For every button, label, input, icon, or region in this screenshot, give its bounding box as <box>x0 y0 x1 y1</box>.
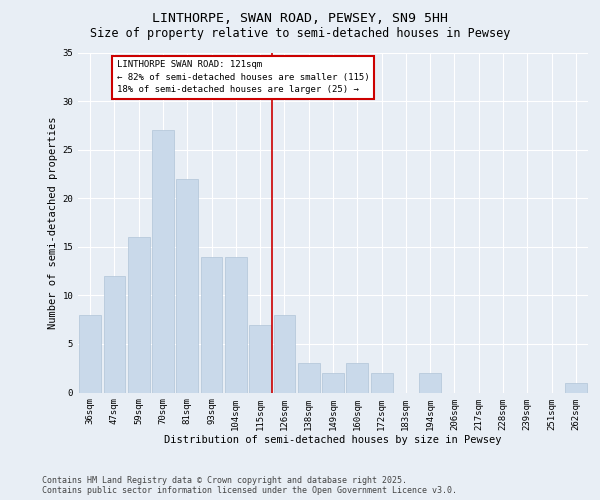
Bar <box>419 373 441 392</box>
Bar <box>200 256 223 392</box>
Bar <box>176 179 198 392</box>
Bar <box>322 373 344 392</box>
Bar <box>225 256 247 392</box>
Bar <box>274 315 295 392</box>
Bar <box>346 364 368 392</box>
Bar <box>565 383 587 392</box>
X-axis label: Distribution of semi-detached houses by size in Pewsey: Distribution of semi-detached houses by … <box>164 435 502 445</box>
Y-axis label: Number of semi-detached properties: Number of semi-detached properties <box>48 116 58 329</box>
Text: Size of property relative to semi-detached houses in Pewsey: Size of property relative to semi-detach… <box>90 28 510 40</box>
Bar <box>152 130 174 392</box>
Bar <box>249 324 271 392</box>
Bar <box>79 315 101 392</box>
Text: LINTHORPE SWAN ROAD: 121sqm
← 82% of semi-detached houses are smaller (115)
18% : LINTHORPE SWAN ROAD: 121sqm ← 82% of sem… <box>117 60 370 94</box>
Bar <box>298 364 320 392</box>
Text: Contains HM Land Registry data © Crown copyright and database right 2025.
Contai: Contains HM Land Registry data © Crown c… <box>42 476 457 495</box>
Bar <box>104 276 125 392</box>
Bar <box>371 373 392 392</box>
Bar <box>128 237 149 392</box>
Text: LINTHORPE, SWAN ROAD, PEWSEY, SN9 5HH: LINTHORPE, SWAN ROAD, PEWSEY, SN9 5HH <box>152 12 448 26</box>
